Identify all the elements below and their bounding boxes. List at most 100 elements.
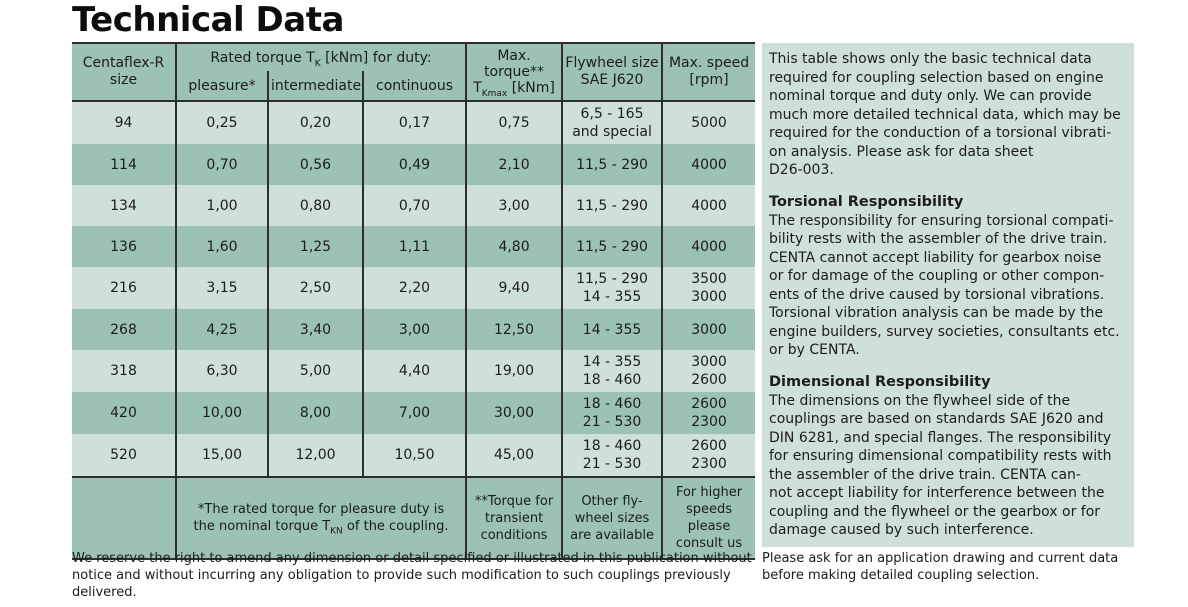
cell-flywheel: 11,5 - 290 bbox=[561, 144, 663, 185]
table-row: 520 15,00 12,00 10,50 45,00 18 - 460 21 … bbox=[72, 434, 756, 477]
cell-intermediate: 8,00 bbox=[267, 392, 363, 434]
cell-speed: 2600 2300 bbox=[661, 434, 756, 477]
table-row: 136 1,60 1,25 1,11 4,80 11,5 - 290 4000 bbox=[72, 226, 756, 267]
cell-continuous: 3,00 bbox=[361, 309, 467, 350]
cell-max-torque: 45,00 bbox=[465, 434, 563, 477]
rated-torque-sub: K bbox=[314, 58, 321, 69]
header-duty-pleasure: pleasure* bbox=[175, 71, 268, 101]
footnote-left: We reserve the right to amend any dimens… bbox=[72, 551, 752, 600]
max-torque-line1: Max. torque** bbox=[484, 48, 544, 80]
rated-note-line2-prefix: the nominal torque T bbox=[193, 519, 331, 534]
cell-continuous: 0,49 bbox=[361, 144, 467, 185]
info-panel: This table shows only the basic technica… bbox=[762, 43, 1134, 547]
cell-size: 94 bbox=[72, 101, 176, 144]
table-row: 318 6,30 5,00 4,40 19,00 14 - 355 18 - 4… bbox=[72, 350, 756, 392]
cell-max-torque: 0,75 bbox=[465, 101, 563, 144]
cell-speed: 3500 3000 bbox=[661, 267, 756, 309]
cell-speed: 2600 2300 bbox=[661, 392, 756, 434]
dimensional-responsibility-heading: Dimensional Responsibility bbox=[769, 373, 991, 390]
cell-speed: 4000 bbox=[661, 226, 756, 267]
cell-flywheel: 11,5 - 290 bbox=[561, 226, 663, 267]
table-row: 420 10,00 8,00 7,00 30,00 18 - 460 21 - … bbox=[72, 392, 756, 434]
cell-speed: 4000 bbox=[661, 185, 756, 226]
table-row: 134 1,00 0,80 0,70 3,00 11,5 - 290 4000 bbox=[72, 185, 756, 226]
torsional-responsibility-text: The responsibility for ensuring torsiona… bbox=[769, 212, 1120, 359]
cell-max-torque: 9,40 bbox=[465, 267, 563, 309]
dimensional-responsibility-text: The dimensions on the flywheel side of t… bbox=[769, 392, 1112, 539]
footer-note-torque: **Torque for transient conditions bbox=[465, 477, 563, 559]
cell-flywheel: 14 - 355 18 - 460 bbox=[561, 350, 663, 392]
footer-note-flywheel: Other fly- wheel sizes are available bbox=[561, 477, 663, 559]
max-torque-sub: Kmax bbox=[481, 88, 508, 99]
cell-pleasure: 4,25 bbox=[175, 309, 268, 350]
cell-speed: 4000 bbox=[661, 144, 756, 185]
cell-continuous: 1,11 bbox=[361, 226, 467, 267]
cell-max-torque: 19,00 bbox=[465, 350, 563, 392]
cell-size: 268 bbox=[72, 309, 176, 350]
max-torque-unit: [kNm] bbox=[507, 80, 555, 96]
cell-intermediate: 0,56 bbox=[267, 144, 363, 185]
cell-continuous: 2,20 bbox=[361, 267, 467, 309]
footer-row: *The rated torque for pleasure duty is t… bbox=[72, 477, 756, 559]
rated-note-line2-suffix: of the coupling. bbox=[342, 519, 449, 534]
footnote-right: Please ask for an application drawing an… bbox=[762, 551, 1119, 583]
table-header: Centaflex-R size Rated torque TK [kNm] f… bbox=[72, 43, 756, 101]
header-rated-torque: Rated torque TK [kNm] for duty: bbox=[174, 43, 467, 71]
cell-speed: 5000 bbox=[661, 101, 756, 144]
rated-note-sub: KN bbox=[330, 526, 343, 537]
table-row: 94 0,25 0,20 0,17 0,75 6,5 - 165 and spe… bbox=[72, 101, 756, 144]
table-body: 94 0,25 0,20 0,17 0,75 6,5 - 165 and spe… bbox=[72, 101, 756, 477]
cell-flywheel: 14 - 355 bbox=[561, 309, 663, 350]
cell-max-torque: 30,00 bbox=[465, 392, 563, 434]
technical-data-table: Centaflex-R size Rated torque TK [kNm] f… bbox=[72, 42, 756, 560]
cell-size: 134 bbox=[72, 185, 176, 226]
cell-size: 520 bbox=[72, 434, 176, 477]
cell-continuous: 0,17 bbox=[361, 101, 467, 144]
cell-intermediate: 2,50 bbox=[267, 267, 363, 309]
header-row-duty: pleasure* intermediate continuous bbox=[72, 71, 755, 101]
cell-size: 114 bbox=[72, 144, 176, 185]
cell-pleasure: 15,00 bbox=[175, 434, 268, 477]
header-max-torque: Max. torque** TKmax [kNm] bbox=[465, 43, 563, 101]
cell-max-torque: 4,80 bbox=[465, 226, 563, 267]
table-row: 268 4,25 3,40 3,00 12,50 14 - 355 3000 bbox=[72, 309, 756, 350]
cell-pleasure: 1,60 bbox=[175, 226, 268, 267]
cell-intermediate: 0,80 bbox=[267, 185, 363, 226]
cell-intermediate: 5,00 bbox=[267, 350, 363, 392]
cell-max-torque: 12,50 bbox=[465, 309, 563, 350]
cell-continuous: 0,70 bbox=[361, 185, 467, 226]
footer-empty-cell bbox=[72, 477, 176, 559]
header-flywheel: Flywheel size SAE J620 bbox=[561, 43, 663, 101]
header-duty-continuous: continuous bbox=[361, 71, 467, 101]
max-torque-line2: TKmax [kNm] bbox=[469, 80, 559, 99]
cell-pleasure: 0,25 bbox=[175, 101, 268, 144]
footer-note-speed: For higher speeds please consult us bbox=[661, 477, 756, 559]
cell-flywheel: 11,5 - 290 14 - 355 bbox=[561, 267, 663, 309]
cell-pleasure: 1,00 bbox=[175, 185, 268, 226]
cell-continuous: 4,40 bbox=[361, 350, 467, 392]
page-title: Technical Data bbox=[72, 0, 344, 40]
table-row: 114 0,70 0,56 0,49 2,10 11,5 - 290 4000 bbox=[72, 144, 756, 185]
rated-torque-suffix: [kNm] for duty: bbox=[320, 49, 432, 66]
cell-size: 420 bbox=[72, 392, 176, 434]
cell-intermediate: 12,00 bbox=[267, 434, 363, 477]
cell-flywheel: 11,5 - 290 bbox=[561, 185, 663, 226]
header-size: Centaflex-R size bbox=[72, 43, 176, 101]
cell-pleasure: 3,15 bbox=[175, 267, 268, 309]
cell-flywheel: 18 - 460 21 - 530 bbox=[561, 434, 663, 477]
cell-flywheel: 6,5 - 165 and special bbox=[561, 101, 663, 144]
cell-continuous: 7,00 bbox=[361, 392, 467, 434]
cell-max-torque: 2,10 bbox=[465, 144, 563, 185]
cell-flywheel: 18 - 460 21 - 530 bbox=[561, 392, 663, 434]
header-max-speed: Max. speed [rpm] bbox=[661, 43, 756, 101]
table-footer: *The rated torque for pleasure duty is t… bbox=[72, 477, 756, 559]
footer-note-rated-torque: *The rated torque for pleasure duty is t… bbox=[174, 477, 467, 559]
rated-note-line2: the nominal torque TKN of the coupling. bbox=[180, 518, 462, 537]
cell-pleasure: 10,00 bbox=[175, 392, 268, 434]
torsional-responsibility-heading: Torsional Responsibility bbox=[769, 193, 964, 210]
cell-intermediate: 0,20 bbox=[267, 101, 363, 144]
cell-speed: 3000 bbox=[661, 309, 756, 350]
rated-note-line1: *The rated torque for pleasure duty is bbox=[197, 502, 445, 517]
table-row: 216 3,15 2,50 2,20 9,40 11,5 - 290 14 - … bbox=[72, 267, 756, 309]
